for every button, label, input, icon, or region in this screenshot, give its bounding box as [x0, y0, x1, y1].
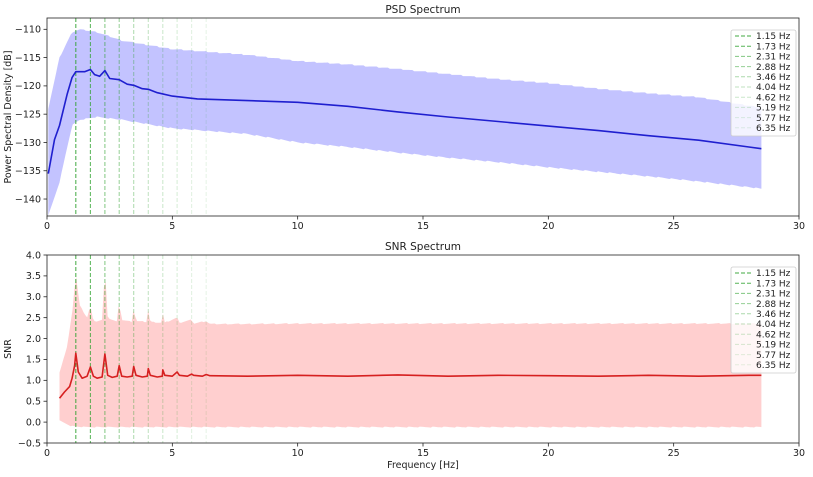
snr-x-tick-label: 10: [292, 448, 304, 459]
snr-y-tick-label: 3.5: [26, 271, 41, 282]
snr-y-tick-label: 1.5: [26, 355, 41, 366]
psd-panel: 0 5 10 15 20 25 30 −140 −135 −130 −125 −120 −115 −110…: [3, 4, 805, 232]
snr-x-tick-label: 5: [169, 448, 175, 459]
snr-legend-label: 3.46 Hz: [756, 310, 791, 320]
snr-y-tick-label: 0.0: [26, 417, 41, 428]
snr-confidence-band: [59, 276, 762, 428]
snr-title: SNR Spectrum: [385, 241, 461, 253]
snr-x-tick-label: 15: [417, 448, 429, 459]
snr-x-tick-label: 30: [793, 448, 805, 459]
snr-y-tick-label: 0.5: [26, 397, 41, 408]
snr-y-tick-label: −0.5: [18, 438, 41, 449]
psd-y-tick-label: −115: [15, 53, 41, 64]
snr-plot-area: [58, 255, 762, 443]
snr-y-tick-label: 2.0: [26, 334, 41, 345]
psd-legend-label: 4.62 Hz: [756, 93, 791, 103]
psd-title: PSD Spectrum: [385, 4, 460, 16]
psd-x-tick-label: 20: [542, 221, 554, 232]
psd-x-tick-label: 10: [292, 221, 304, 232]
snr-legend-label: 5.19 Hz: [756, 341, 791, 351]
psd-x-tick-label: 25: [668, 221, 680, 232]
snr-legend-label: 2.88 Hz: [756, 300, 791, 310]
snr-panel: 0 5 10 15 20 25 30 −0.5 0.0 0.5 1.0 1.5 2.0 2.5 3.0 3.5…: [3, 241, 805, 471]
snr-legend-label: 4.04 Hz: [756, 320, 791, 330]
psd-legend-label: 1.15 Hz: [756, 32, 791, 42]
psd-x-tick-label: 5: [169, 221, 175, 232]
psd-plot-area: [47, 18, 762, 216]
snr-y-tick-label: 4.0: [26, 250, 41, 261]
snr-legend-label: 4.62 Hz: [756, 330, 791, 340]
psd-legend-label: 5.19 Hz: [756, 104, 791, 114]
snr-x-axis-label: Frequency [Hz]: [387, 460, 459, 471]
snr-y-axis-label: SNR: [3, 339, 14, 359]
psd-x-tick-label: 15: [417, 221, 429, 232]
psd-mean-line: [47, 68, 762, 174]
psd-legend-label: 2.88 Hz: [756, 63, 791, 73]
psd-y-tick-label: −135: [15, 166, 41, 177]
psd-confidence-band: [48, 29, 762, 216]
psd-legend-label: 4.04 Hz: [756, 83, 791, 93]
snr-mean-line: [58, 352, 762, 399]
snr-legend-label: 2.31 Hz: [756, 290, 791, 300]
snr-y-tick-label: 2.5: [26, 313, 41, 324]
snr-legend-label: 1.73 Hz: [756, 279, 791, 289]
snr-legend: 1.15 Hz1.73 Hz2.31 Hz2.88 Hz3.46 Hz4.04 …: [730, 266, 797, 374]
psd-legend-label: 5.77 Hz: [756, 114, 791, 124]
psd-y-axis-label: Power Spectral Density [dB]: [3, 50, 14, 183]
psd-legend: 1.15 Hz1.73 Hz2.31 Hz2.88 Hz3.46 Hz4.04 …: [730, 29, 797, 137]
psd-y-tick-label: −140: [15, 194, 41, 205]
snr-y-tick-label: 3.0: [26, 292, 41, 303]
psd-y-tick-label: −120: [15, 81, 41, 92]
psd-x-tick-label: 0: [44, 221, 50, 232]
snr-legend-label: 1.15 Hz: [756, 269, 791, 279]
snr-legend-label: 6.35 Hz: [756, 361, 791, 371]
psd-legend-label: 2.31 Hz: [756, 53, 791, 63]
snr-x-tick-label: 0: [44, 448, 50, 459]
psd-y-tick-label: −125: [15, 109, 41, 120]
psd-y-tick-label: −130: [15, 138, 41, 149]
snr-x-tick-label: 20: [542, 448, 554, 459]
snr-y-tick-label: 1.0: [26, 376, 41, 387]
snr-legend-label: 5.77 Hz: [756, 351, 791, 361]
psd-x-tick-label: 30: [793, 221, 805, 232]
psd-legend-label: 3.46 Hz: [756, 73, 791, 83]
psd-legend-label: 1.73 Hz: [756, 42, 791, 52]
psd-y-tick-label: −110: [15, 25, 41, 36]
psd-legend-label: 6.35 Hz: [756, 124, 791, 134]
snr-x-tick-label: 25: [668, 448, 680, 459]
